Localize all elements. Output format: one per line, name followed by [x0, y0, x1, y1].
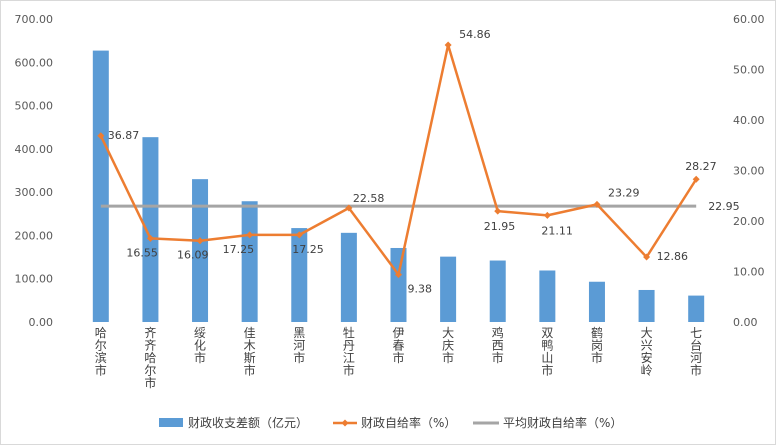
bar	[390, 247, 407, 322]
left-axis-tick-label: 300.00	[15, 186, 54, 199]
rate-point	[146, 234, 154, 242]
category-label: 佳木斯市	[244, 326, 256, 378]
rate-line	[99, 43, 698, 276]
category-label: 绥化市	[194, 326, 206, 365]
bar	[241, 201, 258, 322]
average-data-label: 22.95	[708, 200, 740, 213]
legend-label-average: 平均财政自给率（%）	[503, 415, 622, 430]
rate-point	[494, 207, 502, 215]
legend-swatch-bar	[159, 418, 183, 427]
rate-data-label: 21.11	[541, 224, 573, 237]
rate-point	[196, 237, 204, 245]
category-label: 大兴安岭	[641, 326, 653, 378]
rate-data-label: 17.25	[292, 243, 324, 256]
x-axis-category-labels: 哈尔滨市 齐齐哈尔市 绥化市 佳木斯市 黑河市 牡丹江市 伊春市 大庆市 鸡西市 双鸭山市 鹤岗市 大…	[95, 325, 702, 390]
rate-point	[246, 231, 254, 239]
rate-point	[295, 231, 303, 239]
bar	[489, 260, 506, 322]
rate-data-label: 16.55	[126, 246, 158, 259]
bar	[688, 295, 705, 322]
bar	[340, 232, 357, 322]
rate-point	[692, 175, 700, 183]
category-label: 大庆市	[442, 326, 454, 365]
rate-point	[97, 132, 105, 140]
category-label: 七台河市	[690, 326, 702, 378]
rate-data-label: 21.95	[484, 220, 516, 233]
rate-data-label: 36.87	[108, 129, 140, 142]
bar	[192, 179, 209, 322]
left-axis-tick-label: 0.00	[29, 316, 54, 329]
rate-data-label: 9.38	[408, 283, 433, 296]
bar	[638, 289, 655, 322]
left-axis-tick-label: 500.00	[15, 100, 54, 113]
bar	[291, 228, 308, 322]
right-axis-tick-label: 0.00	[733, 316, 758, 329]
category-label: 伊春市	[392, 326, 404, 365]
bar	[142, 137, 159, 322]
left-y-axis: 0.00 100.00 200.00 300.00 400.00 500.00 600.00…	[15, 13, 54, 329]
rate-data-label: 16.09	[177, 249, 209, 262]
rate-data-label: 12.86	[657, 250, 689, 263]
rate-data-label: 17.25	[223, 243, 255, 256]
right-axis-tick-label: 20.00	[733, 215, 765, 228]
rate-point	[593, 200, 601, 208]
left-axis-tick-label: 400.00	[15, 143, 54, 156]
bar	[539, 270, 556, 322]
right-axis-tick-label: 30.00	[733, 165, 765, 178]
bar	[92, 50, 109, 322]
category-label: 齐齐哈尔市	[144, 325, 156, 390]
right-axis-tick-label: 40.00	[733, 114, 765, 127]
rate-data-label: 23.29	[608, 186, 640, 199]
category-label: 双鸭山市	[541, 326, 553, 378]
legend: 财政收支差额（亿元） 财政自给率（%） 平均财政自给率（%）	[159, 415, 622, 430]
rate-data-label: 22.58	[353, 192, 385, 205]
rate-data-label: 54.86	[459, 28, 491, 41]
legend-label-rate: 财政自给率（%）	[361, 415, 456, 430]
legend-label-bar: 财政收支差额（亿元）	[188, 415, 308, 430]
rate-line-series: 36.87 16.55 16.09 17.25 17.25 22.58 9.38 54.86 2…	[97, 28, 717, 296]
right-y-axis: 0.00 10.00 20.00 30.00 40.00 50.00 60.00	[733, 13, 765, 329]
category-label: 鸡西市	[492, 325, 504, 365]
left-axis-tick-label: 600.00	[15, 56, 54, 69]
right-axis-tick-label: 10.00	[733, 266, 765, 279]
legend-marker-rate	[341, 419, 349, 427]
rate-point	[444, 41, 452, 49]
bar	[440, 256, 457, 322]
right-axis-tick-label: 60.00	[733, 13, 765, 26]
category-label: 牡丹江市	[343, 325, 355, 378]
right-axis-tick-label: 50.00	[733, 64, 765, 77]
rate-point	[643, 253, 651, 261]
bar	[588, 281, 605, 322]
rate-data-label: 28.27	[685, 160, 717, 173]
left-axis-tick-label: 100.00	[15, 273, 54, 286]
category-label: 哈尔滨市	[95, 326, 107, 378]
category-label: 黑河市	[293, 326, 305, 365]
category-label: 鹤岗市	[591, 325, 603, 365]
rate-point	[543, 211, 551, 219]
rate-point	[345, 204, 353, 212]
left-axis-tick-label: 200.00	[15, 229, 54, 242]
left-axis-tick-label: 700.00	[15, 13, 54, 26]
bar-series	[92, 50, 705, 322]
rate-point	[395, 271, 402, 279]
